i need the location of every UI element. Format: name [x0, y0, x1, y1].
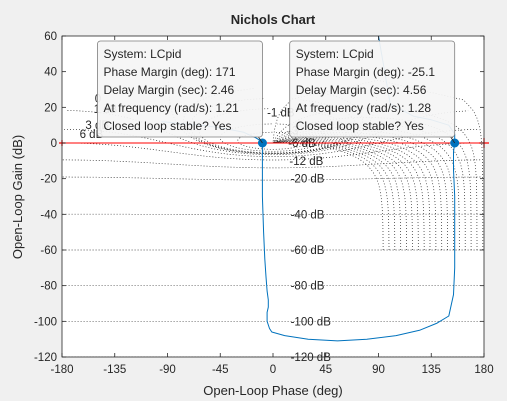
- y-tick-label-7: 20: [44, 102, 57, 114]
- grid-gain-curve-0: [237, 131, 309, 150]
- x-tick-label-7: 135: [422, 364, 441, 376]
- x-axis-label: Open-Loop Phase (deg): [203, 383, 342, 398]
- grid-phase-curve-10: [272, 138, 425, 250]
- x-tick-label-1: -135: [103, 364, 126, 376]
- nichols-grid-labels: 01 dB3 dB6 dB-1 dB-3-6 dB-12 dB-20 dB-40…: [80, 93, 332, 364]
- grid-label-10: -60 dB: [291, 245, 325, 257]
- grid-gain-curve-5: [167, 69, 378, 155]
- y-tick-label-2: -80: [40, 281, 57, 293]
- datatip-0-line-3: At frequency (rad/s): 1.21: [103, 101, 239, 115]
- datatip-0-line-2: Delay Margin (sec): 2.46: [103, 83, 234, 97]
- datatip-0-line-1: Phase Margin (deg): 171: [103, 65, 235, 79]
- chart-title: Nichols Chart: [231, 12, 316, 27]
- grid-gain-curve-1: [219, 123, 327, 152]
- nichols-grid: [62, 69, 484, 357]
- grid-label-12: -100 dB: [291, 316, 332, 328]
- datatip-1[interactable]: System: LCpid Phase Margin (deg): -25.1 De…: [289, 40, 456, 144]
- y-tick-label-9: 60: [44, 31, 57, 43]
- grid-gain-curve-9: [62, 159, 482, 169]
- y-tick-label-0: -120: [34, 352, 57, 364]
- y-tick-label-1: -100: [34, 316, 57, 328]
- y-tick-label-3: -60: [40, 245, 57, 257]
- x-tick-label-6: 90: [372, 364, 385, 376]
- x-tick-label-5: 45: [319, 364, 332, 376]
- y-tick-label-5: -20: [40, 174, 57, 186]
- x-tick-label-3: -45: [212, 364, 229, 376]
- datatip-1-line-3: At frequency (rad/s): 1.28: [296, 101, 432, 115]
- datatip-box-1: [289, 40, 456, 138]
- datatip-0[interactable]: System: LCpid Phase Margin (deg): 171 Dela…: [97, 40, 263, 144]
- y-tick-label-8: 40: [44, 67, 57, 79]
- x-tick-label-2: -90: [159, 364, 176, 376]
- grid-label-13: -120 dB: [291, 352, 332, 364]
- datatip-0-line-0: System: LCpid: [103, 47, 181, 61]
- grid-phase-curve-15: [273, 142, 396, 250]
- grid-phase-curve-2: [272, 117, 472, 250]
- datatip-layer: System: LCpid Phase Margin (deg): 171 Dela…: [97, 40, 456, 144]
- grid-label-6: -6 dB: [288, 138, 316, 150]
- y-tick-label-6: 0: [51, 138, 57, 150]
- grid-label-11: -80 dB: [291, 281, 325, 293]
- x-tick-label-0: -180: [50, 364, 73, 376]
- datatip-1-line-1: Phase Margin (deg): -25.1: [296, 65, 436, 79]
- datatip-0-line-4: Closed loop stable? Yes: [103, 119, 231, 133]
- datatip-pointer-0: [258, 136, 263, 144]
- grid-phase-curve-3: [272, 122, 466, 250]
- datatip-pointer-1: [450, 136, 456, 144]
- tick-layer: -180 -135 -90 -45 0 45 90 135 180 -120 -100 -80 -60 -…: [34, 31, 494, 376]
- grid-label-9: -40 dB: [291, 209, 325, 221]
- grid-gain-curve-8: [63, 142, 481, 161]
- grid-phase-curve-12: [273, 140, 413, 250]
- x-tick-label-8: 180: [474, 364, 493, 376]
- grid-label-8: -20 dB: [291, 174, 325, 186]
- datatip-1-line-2: Delay Margin (sec): 4.56: [296, 83, 427, 97]
- grid-phase-curve-0: [272, 79, 484, 250]
- y-axis-label: Open-Loop Gain (dB): [10, 135, 25, 259]
- grid-label-4: -1 dB: [267, 108, 295, 120]
- datatip-box-0: [97, 40, 263, 138]
- datatip-1-line-4: Closed loop stable? Yes: [296, 119, 424, 133]
- y-tick-label-4: -40: [40, 209, 57, 221]
- grid-label-7: -12 dB: [289, 156, 323, 168]
- x-tick-label-4: 0: [270, 364, 276, 376]
- datatip-1-line-0: System: LCpid: [296, 47, 374, 61]
